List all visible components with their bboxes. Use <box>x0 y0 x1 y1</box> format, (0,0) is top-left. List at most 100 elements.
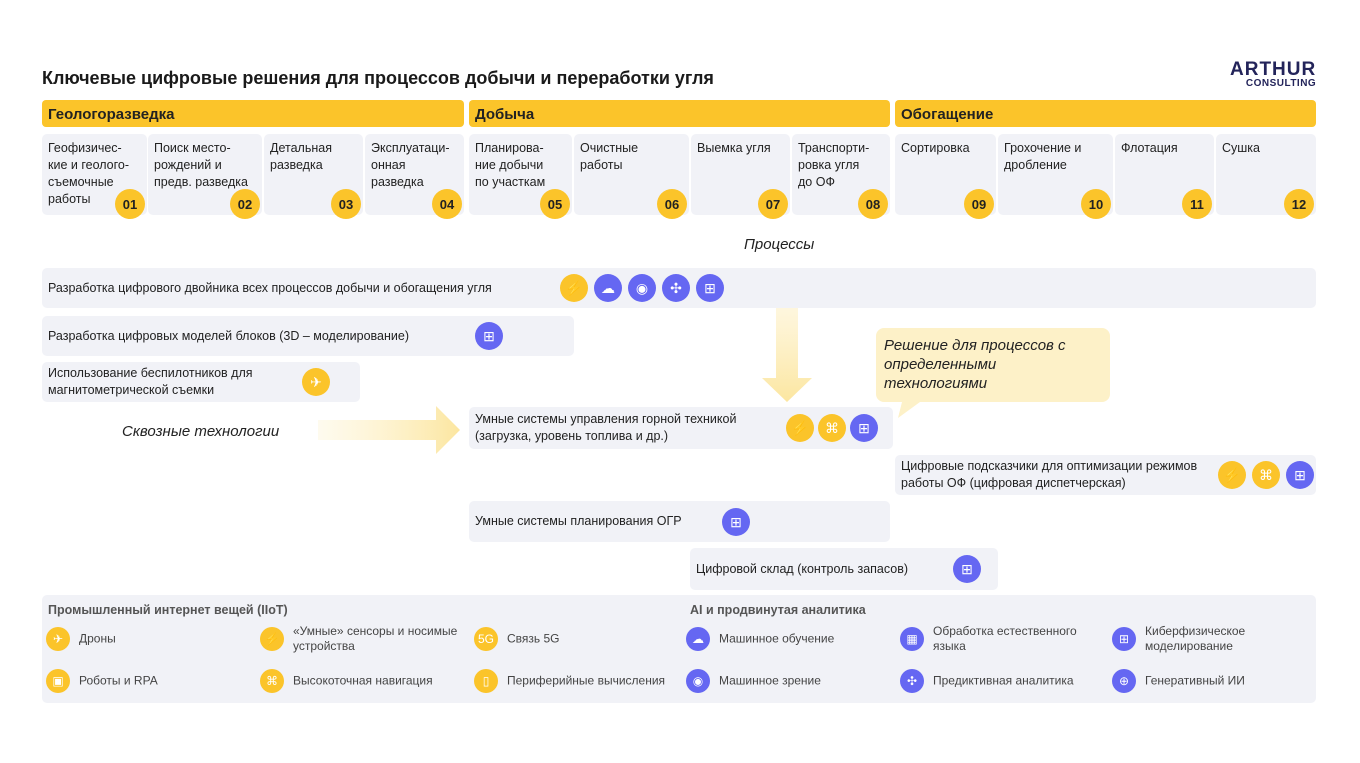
legend-item-label: «Умные» сенсоры и носимые устройства <box>293 624 458 653</box>
cyberphysical-icon: ⊞ <box>1286 461 1314 489</box>
solution-row: Цифровой склад (контроль запасов) <box>690 548 998 590</box>
navigation-icon: ⌘ <box>818 414 846 442</box>
process-number: 11 <box>1182 189 1212 219</box>
legend-item-label: Машинное обучение <box>719 631 835 646</box>
process-label: Транспорти-ровка угля до ОФ <box>798 141 870 189</box>
solution-label: Использование беспилотников для магнитом… <box>48 366 253 397</box>
process-card-01: Геофизичес-кие и геолого-съемочные работ… <box>42 134 147 219</box>
genai-icon: ⊕ <box>1112 669 1136 693</box>
process-label: Флотация <box>1121 141 1178 155</box>
process-label: Сушка <box>1222 141 1261 155</box>
solution-label: Разработка цифровых моделей блоков (3D –… <box>48 328 410 343</box>
process-number: 08 <box>858 189 888 219</box>
process-card-09: Сортировка 09 <box>895 134 996 219</box>
process-number: 03 <box>331 189 361 219</box>
process-label: Выемка угля <box>697 141 771 155</box>
process-label: Поиск место-рождений и предв. разведка <box>154 141 248 189</box>
navigation-icon: ⌘ <box>260 669 284 693</box>
cloud-ml-icon: ☁ <box>594 274 622 302</box>
solution-label: Цифровые подсказчики для оптимизации реж… <box>901 459 1198 490</box>
process-card-03: Детальная разведка 03 <box>264 134 363 219</box>
process-label: Грохочение и дробление <box>1004 141 1082 172</box>
cyberphysical-icon: ⊞ <box>475 322 503 350</box>
legend-item-label: Обработка естественного языка <box>933 624 1077 653</box>
logo-line1: ARTHUR <box>1230 59 1317 80</box>
process-card-04: Эксплуатаци-онная разведка 04 <box>365 134 464 219</box>
process-number: 06 <box>657 189 687 219</box>
legend-item-label: Связь 5G <box>507 631 560 646</box>
process-card-07: Выемка угля 07 <box>691 134 790 219</box>
legend-item-label: Предиктивная аналитика <box>933 673 1074 688</box>
logo-line2: CONSULTING <box>1245 78 1317 89</box>
solution-label: Умные системы управления горной техникой… <box>475 412 737 443</box>
cyberphysical-icon: ⊞ <box>953 555 981 583</box>
process-label: Геофизичес-кие и геолого-съемочные работ… <box>48 141 130 206</box>
solution-label: Разработка цифрового двойника всех проце… <box>48 280 492 295</box>
legend-item-label: Генеративный ИИ <box>1145 673 1245 688</box>
drone-icon: ✈ <box>302 368 330 396</box>
callout-bubble <box>876 328 1110 418</box>
cloud-ml-icon: ☁ <box>686 627 710 651</box>
process-card-12: Сушка 12 <box>1216 134 1316 219</box>
edge-computing-icon: ▯ <box>474 669 498 693</box>
robot-icon: ▣ <box>46 669 70 693</box>
legend-item-label: Дроны <box>79 631 116 646</box>
legend-item-label: Киберфизическое моделирование <box>1145 624 1246 653</box>
phase-exploration: Геологоразведка <box>42 100 464 127</box>
cyberphysical-icon: ⊞ <box>850 414 878 442</box>
phase-mining: Добыча <box>469 100 890 127</box>
solution-row: Умные системы планирования ОГР <box>469 501 890 542</box>
process-number: 12 <box>1284 189 1314 219</box>
sensor-icon: ⚡ <box>786 414 814 442</box>
cyberphysical-icon: ⊞ <box>722 508 750 536</box>
process-number: 09 <box>964 189 994 219</box>
process-number: 05 <box>540 189 570 219</box>
process-number: 07 <box>758 189 788 219</box>
5g-icon: 5G <box>474 627 498 651</box>
cross-tech-arrow <box>318 406 460 454</box>
process-card-02: Поиск место-рождений и предв. разведка 02 <box>148 134 262 219</box>
arthur-consulting-logo: ARTHUR CONSULTING <box>1230 60 1316 89</box>
process-number: 10 <box>1081 189 1111 219</box>
process-card-05: Планирова-ние добычи по участкам 05 <box>469 134 572 219</box>
process-card-10: Грохочение и дробление 10 <box>998 134 1113 219</box>
solution-label: Цифровой склад (контроль запасов) <box>696 561 909 576</box>
predictive-icon: ✣ <box>662 274 690 302</box>
legend-ai-title: AI и продвинутая аналитика <box>690 603 866 617</box>
processes-arrow <box>762 270 812 402</box>
legend-item-label: Роботы и RPA <box>79 673 158 688</box>
vision-icon: ◉ <box>686 669 710 693</box>
process-label: Сортировка <box>901 141 970 155</box>
cyberphysical-icon: ⊞ <box>1112 627 1136 651</box>
callout-text: Решение для процессов с определенными те… <box>884 337 1066 392</box>
process-card-06: Очистные работы 06 <box>574 134 689 219</box>
legend-item-label: Высокоточная навигация <box>293 673 433 688</box>
processes-label: Процессы <box>744 236 815 253</box>
cyberphysical-icon: ⊞ <box>696 274 724 302</box>
process-label: Очистные работы <box>580 141 639 172</box>
solution-label: Умные системы планирования ОГР <box>475 514 682 528</box>
process-number: 04 <box>432 189 462 219</box>
legend-item-label: Машинное зрение <box>719 673 821 688</box>
legend-item-label: Периферийные вычисления <box>507 673 666 688</box>
drone-icon: ✈ <box>46 627 70 651</box>
page-title: Ключевые цифровые решения для процессов … <box>42 68 714 88</box>
process-number: 02 <box>230 189 260 219</box>
sensor-icon: ⚡ <box>560 274 588 302</box>
process-card-11: Флотация 11 <box>1115 134 1214 219</box>
phase-processing: Обогащение <box>895 100 1316 127</box>
sensor-icon: ⚡ <box>260 627 284 651</box>
vision-icon: ◉ <box>628 274 656 302</box>
process-label: Эксплуатаци-онная разведка <box>371 141 450 189</box>
predictive-icon: ✣ <box>900 669 924 693</box>
process-label: Планирова-ние добычи по участкам <box>475 141 546 189</box>
sensor-icon: ⚡ <box>1218 461 1246 489</box>
process-label: Детальная разведка <box>270 141 332 172</box>
legend-panel <box>42 595 1316 703</box>
nlp-icon: ▦ <box>900 627 924 651</box>
cross-tech-label: Сквозные технологии <box>122 423 280 440</box>
process-number: 01 <box>115 189 145 219</box>
navigation-icon: ⌘ <box>1252 461 1280 489</box>
process-card-08: Транспорти-ровка угля до ОФ 08 <box>792 134 890 219</box>
